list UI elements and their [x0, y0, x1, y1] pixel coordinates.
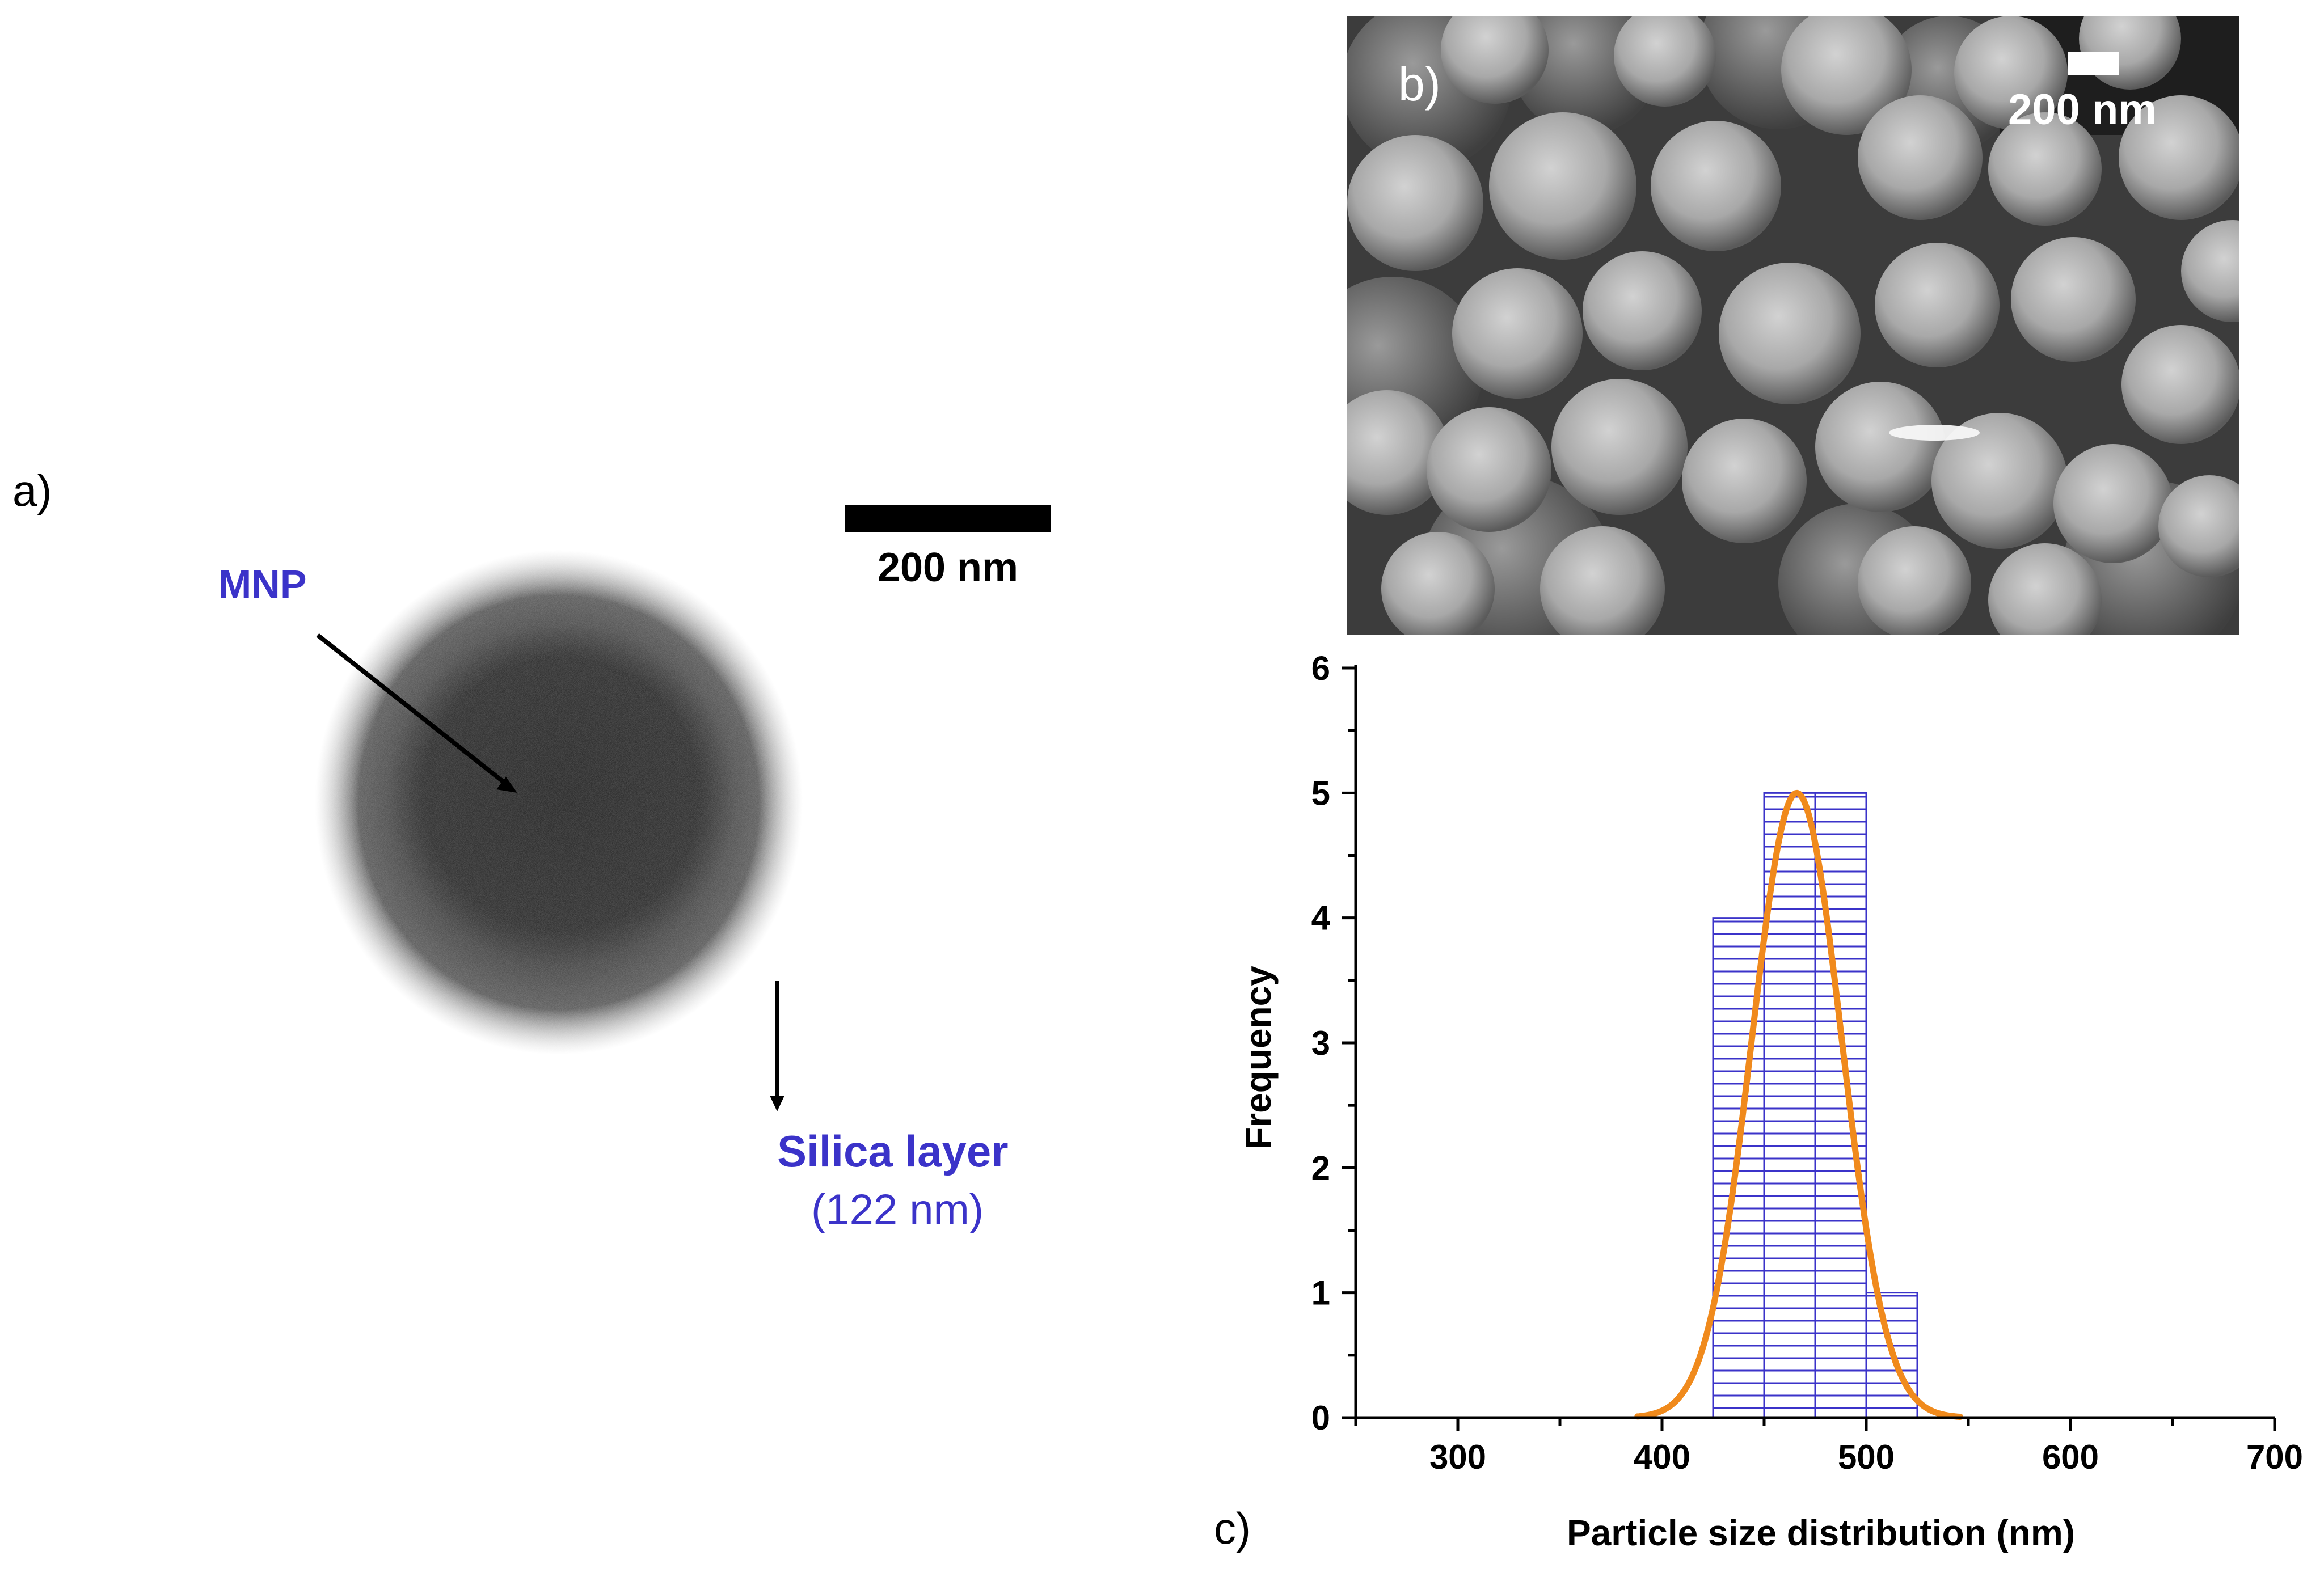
sem-image — [1347, 16, 2239, 635]
y-tick-label: 0 — [1311, 1399, 1330, 1437]
silica-layer-value: (122 nm) — [811, 1186, 984, 1234]
panel-c-label: c) — [1214, 1503, 1251, 1553]
scale-bar-b-label: 200 nm — [2008, 86, 2157, 134]
y-tick-label: 6 — [1311, 649, 1330, 687]
y-tick-label: 1 — [1311, 1274, 1330, 1312]
panel-b-label: b) — [1398, 57, 1441, 111]
scale-bar-a-label: 200 nm — [877, 545, 1019, 590]
histogram-chart: 300 400 500 600 700 0 1 2 3 4 5 6 Particle size dis… — [1238, 649, 2303, 1553]
sem-spheres — [1347, 16, 2239, 635]
y-tick-label: 5 — [1311, 774, 1330, 812]
mnp-arrow — [316, 633, 517, 793]
scale-bar-a — [845, 505, 1051, 532]
x-tick-label: 700 — [2246, 1438, 2303, 1476]
tem-particle-image — [315, 550, 803, 1055]
mnp-label: MNP — [218, 562, 307, 606]
gaussian-fit-curve — [1634, 789, 1964, 1420]
y-tick-label: 4 — [1311, 899, 1331, 937]
panel-a-label: a) — [12, 466, 52, 515]
silica-arrow — [770, 981, 784, 1111]
x-tick-label: 600 — [2042, 1438, 2099, 1476]
x-axis-title: Particle size distribution (nm) — [1567, 1512, 2075, 1553]
y-tick-label: 2 — [1311, 1149, 1330, 1187]
silica-layer-label: Silica layer — [777, 1126, 1009, 1176]
x-tick-label: 300 — [1429, 1438, 1486, 1476]
scale-bar-b — [2068, 52, 2119, 75]
y-axis-title: Frequency — [1238, 966, 1279, 1149]
y-tick-label: 3 — [1311, 1024, 1330, 1062]
x-tick-label: 500 — [1838, 1438, 1895, 1476]
x-tick-label: 400 — [1634, 1438, 1690, 1476]
